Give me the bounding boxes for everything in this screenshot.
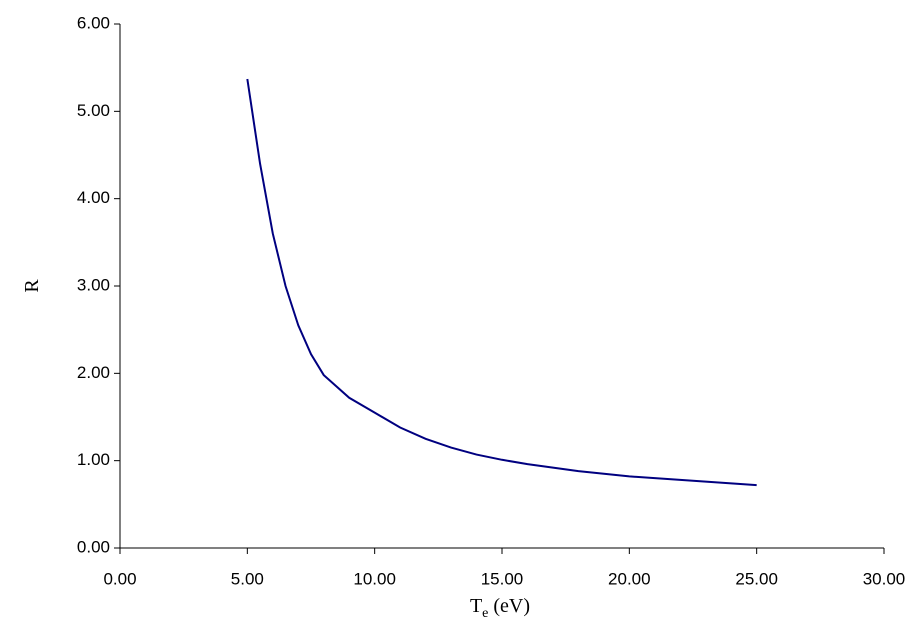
y-tick-label: 0.00	[77, 537, 110, 556]
x-label-sub: e	[482, 606, 488, 621]
y-tick-label: 5.00	[77, 101, 110, 120]
y-tick-label: 4.00	[77, 188, 110, 207]
x-axis-label: Te (eV)	[470, 595, 530, 621]
y-tick-label: 1.00	[77, 450, 110, 469]
x-tick-label: 20.00	[608, 569, 651, 588]
x-tick-label: 30.00	[863, 569, 906, 588]
y-tick-label: 3.00	[77, 275, 110, 294]
x-tick-label: 0.00	[103, 569, 136, 588]
x-tick-label: 5.00	[231, 569, 264, 588]
x-tick-label: 10.00	[353, 569, 396, 588]
x-label-main: T	[470, 595, 482, 617]
y-tick-label: 6.00	[77, 13, 110, 32]
x-tick-label: 15.00	[481, 569, 524, 588]
y-tick-label: 2.00	[77, 363, 110, 382]
y-axis-label: R	[21, 279, 43, 293]
x-tick-label: 25.00	[735, 569, 778, 588]
x-label-unit: (eV)	[493, 595, 530, 617]
data-line	[246, 78, 757, 487]
